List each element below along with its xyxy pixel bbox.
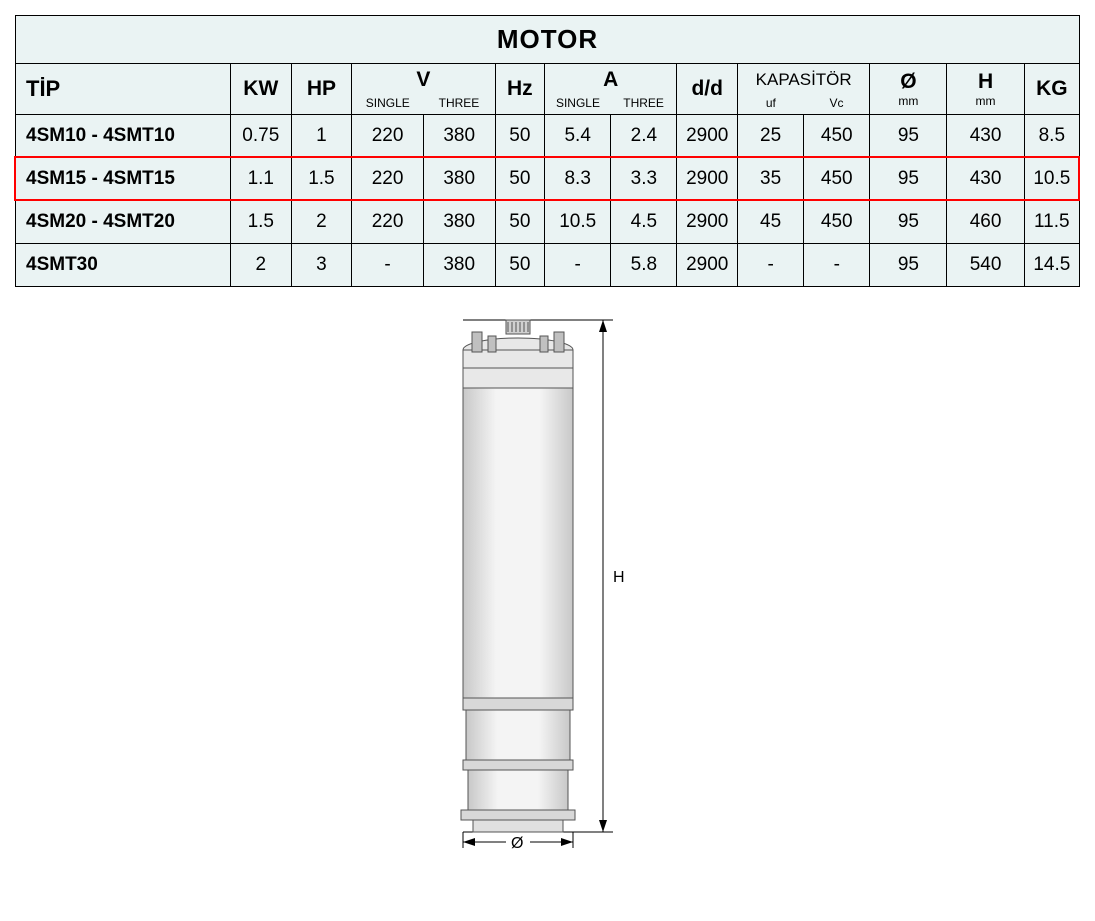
hdr-a-three: THREE <box>611 92 677 115</box>
cell-dd: 2900 <box>677 244 738 287</box>
cell-h: 430 <box>947 158 1024 201</box>
table-row: 4SM10 - 4SMT100.751220380505.42.42900254… <box>16 115 1080 158</box>
cell-tip: 4SMT30 <box>16 244 231 287</box>
cell-as: - <box>545 244 611 287</box>
hdr-kg: KG <box>1024 64 1079 115</box>
cell-vt: 380 <box>423 201 495 244</box>
cell-hp: 1 <box>291 115 352 158</box>
cell-dia: 95 <box>870 201 947 244</box>
cell-vt: 380 <box>423 115 495 158</box>
cell-as: 8.3 <box>545 158 611 201</box>
cell-dia: 95 <box>870 158 947 201</box>
cell-vc: - <box>804 244 870 287</box>
motor-body <box>461 320 575 832</box>
hdr-dia-sym: Ø <box>872 70 944 93</box>
dim-label-h: H <box>613 569 625 586</box>
hdr-hp: HP <box>291 64 352 115</box>
cell-uf: 35 <box>738 158 804 201</box>
cell-tip: 4SM10 - 4SMT10 <box>16 115 231 158</box>
cell-vt: 380 <box>423 158 495 201</box>
hdr-dd: d/d <box>677 64 738 115</box>
cell-dd: 2900 <box>677 158 738 201</box>
cell-hz: 50 <box>495 244 545 287</box>
cell-vc: 450 <box>804 201 870 244</box>
cell-at: 3.3 <box>611 158 677 201</box>
hdr-a: A <box>545 64 677 93</box>
hdr-kap-vc: Vc <box>804 92 870 115</box>
hdr-v: V <box>352 64 495 93</box>
cell-dia: 95 <box>870 244 947 287</box>
hdr-v-single: SINGLE <box>352 92 424 115</box>
cell-vc: 450 <box>804 115 870 158</box>
hdr-kap-uf: uf <box>738 92 804 115</box>
cell-vs: 220 <box>352 158 424 201</box>
cell-h: 540 <box>947 244 1024 287</box>
hdr-h: H mm <box>947 64 1024 115</box>
cell-h: 430 <box>947 115 1024 158</box>
cell-kw: 2 <box>230 244 291 287</box>
cell-hz: 50 <box>495 201 545 244</box>
cell-uf: 25 <box>738 115 804 158</box>
header-row-1: TİP KW HP V Hz A d/d KAPASİTÖR Ø mm H mm… <box>16 64 1080 93</box>
cell-tip: 4SM20 - 4SMT20 <box>16 201 231 244</box>
cell-kg: 11.5 <box>1024 201 1079 244</box>
table-title: MOTOR <box>16 16 1080 64</box>
cell-at: 4.5 <box>611 201 677 244</box>
table-title-row: MOTOR <box>16 16 1080 64</box>
cell-kw: 0.75 <box>230 115 291 158</box>
cell-vc: 450 <box>804 158 870 201</box>
hdr-kapasitor: KAPASİTÖR <box>738 64 870 93</box>
hdr-dia-unit: mm <box>872 94 944 108</box>
cell-h: 460 <box>947 201 1024 244</box>
cell-hz: 50 <box>495 115 545 158</box>
cell-dd: 2900 <box>677 115 738 158</box>
cell-vs: 220 <box>352 115 424 158</box>
hdr-v-three: THREE <box>423 92 495 115</box>
table-row: 4SM15 - 4SMT151.11.5220380508.33.3290035… <box>16 158 1080 201</box>
cell-dia: 95 <box>870 115 947 158</box>
hdr-tip: TİP <box>16 64 231 115</box>
hdr-h-sym: H <box>949 70 1021 93</box>
cell-hp: 1.5 <box>291 158 352 201</box>
hdr-dia: Ø mm <box>870 64 947 115</box>
diagram-area: H <box>15 312 1080 857</box>
cell-as: 10.5 <box>545 201 611 244</box>
cell-as: 5.4 <box>545 115 611 158</box>
cell-at: 2.4 <box>611 115 677 158</box>
hdr-a-single: SINGLE <box>545 92 611 115</box>
cell-vt: 380 <box>423 244 495 287</box>
hdr-hz: Hz <box>495 64 545 115</box>
cell-hp: 2 <box>291 201 352 244</box>
table-container: MOTOR TİP KW HP V Hz A d/d KAPASİTÖR Ø m… <box>15 15 1080 287</box>
hdr-h-unit: mm <box>949 94 1021 108</box>
cell-kg: 8.5 <box>1024 115 1079 158</box>
cell-vs: 220 <box>352 201 424 244</box>
motor-diagram: H <box>418 312 678 857</box>
cell-kg: 10.5 <box>1024 158 1079 201</box>
cell-tip: 4SM15 - 4SMT15 <box>16 158 231 201</box>
cell-hp: 3 <box>291 244 352 287</box>
dim-label-dia: Ø <box>511 835 523 852</box>
cell-uf: 45 <box>738 201 804 244</box>
cell-kg: 14.5 <box>1024 244 1079 287</box>
cell-kw: 1.5 <box>230 201 291 244</box>
cell-hz: 50 <box>495 158 545 201</box>
cell-at: 5.8 <box>611 244 677 287</box>
table-row: 4SMT3023-38050-5.82900--9554014.5 <box>16 244 1080 287</box>
cell-dd: 2900 <box>677 201 738 244</box>
table-row: 4SM20 - 4SMT201.522203805010.54.52900454… <box>16 201 1080 244</box>
cell-kw: 1.1 <box>230 158 291 201</box>
cell-uf: - <box>738 244 804 287</box>
motor-spec-table: MOTOR TİP KW HP V Hz A d/d KAPASİTÖR Ø m… <box>15 15 1080 287</box>
hdr-kw: KW <box>230 64 291 115</box>
cell-vs: - <box>352 244 424 287</box>
